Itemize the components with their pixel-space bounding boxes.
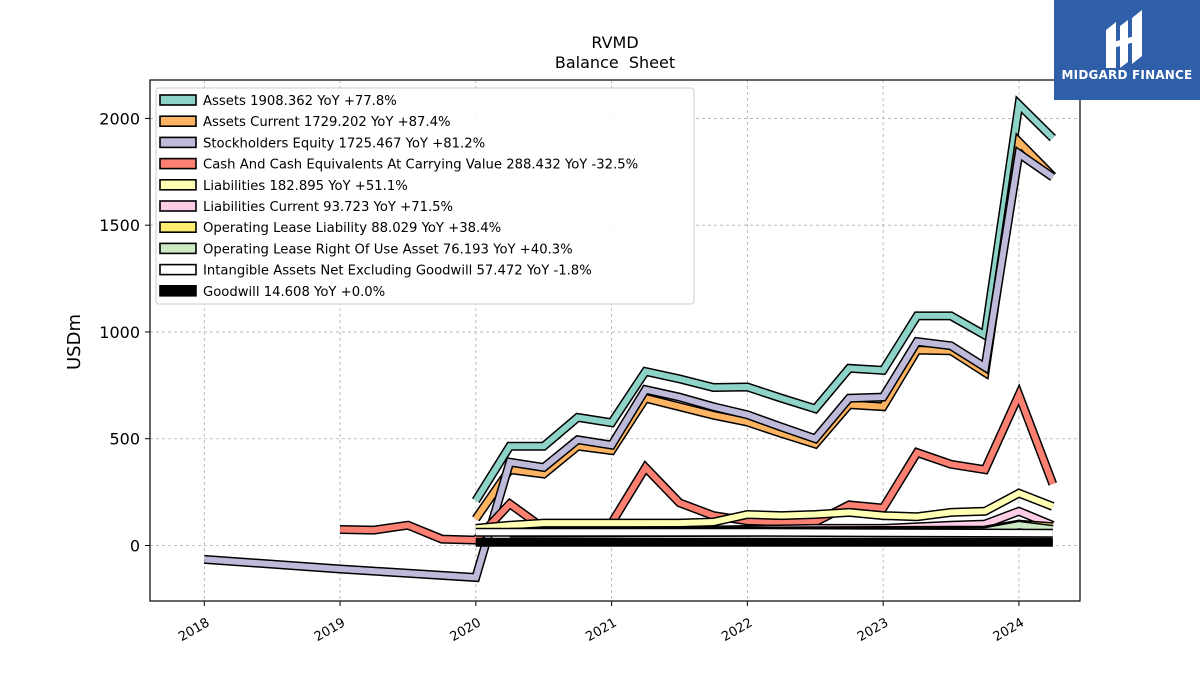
y-tick-label: 0 (130, 536, 140, 555)
legend-label: Stockholders Equity 1725.467 YoY +81.2% (203, 136, 485, 151)
legend-label: Operating Lease Liability 88.029 YoY +38… (203, 221, 501, 236)
series-4 (475, 488, 1055, 533)
chart-title: RVMD (591, 33, 638, 52)
legend-swatch (159, 157, 197, 170)
x-tick-label: 2019 (312, 615, 348, 645)
series-line (340, 387, 1056, 544)
legend-label: Assets 1908.362 YoY +77.8% (203, 94, 397, 109)
legend-swatch (159, 242, 197, 255)
chart-subtitle: Balance Sheet (555, 53, 675, 72)
legend-entry: Assets Current 1729.202 YoY +87.4% (159, 115, 451, 130)
series-line (475, 529, 1053, 537)
series-3 (340, 383, 1058, 545)
legend-entry: Goodwill 14.608 YoY +0.0% (159, 284, 385, 300)
legend-entry: Operating Lease Liability 88.029 YoY +38… (159, 221, 501, 236)
legend-label: Intangible Assets Net Excluding Goodwill… (203, 264, 592, 279)
legend: Assets 1908.362 YoY +77.8% Assets Current… (155, 87, 695, 305)
legend-entry: Liabilities Current 93.723 YoY +71.5% (159, 200, 453, 215)
brand-name: MIDGARD FINANCE (1061, 68, 1193, 82)
legend-label: Cash And Cash Equivalents At Carrying Va… (203, 158, 638, 173)
legend-label: Liabilities Current 93.723 YoY +71.5% (203, 200, 453, 215)
x-tick-label: 2020 (448, 615, 484, 645)
legend-entry: Stockholders Equity 1725.467 YoY +81.2% (159, 136, 485, 151)
x-tick-label: 2018 (176, 615, 212, 645)
legend-label: Operating Lease Right Of Use Asset 76.19… (203, 242, 573, 257)
legend-entry: Assets 1908.362 YoY +77.8% (159, 94, 397, 109)
y-tick-label: 1500 (99, 216, 140, 235)
legend-swatch (159, 200, 197, 212)
plot-frame (149, 79, 1081, 602)
series-0 (471, 95, 1056, 503)
brand-logo: MIDGARD FINANCE (1054, 0, 1200, 100)
x-tick-label: 2022 (719, 615, 755, 645)
series-2 (203, 145, 1056, 583)
x-tick-label: 2024 (991, 615, 1027, 645)
legend-swatch (159, 284, 197, 297)
x-tick-label: 2021 (583, 615, 619, 645)
legend-swatch (159, 221, 197, 233)
legend-label: Goodwill 14.608 YoY +0.0% (203, 285, 385, 300)
legend-box (155, 87, 695, 305)
series-lines (203, 95, 1058, 583)
legend-entry: Intangible Assets Net Excluding Goodwill… (159, 263, 592, 279)
legend-label: Assets Current 1729.202 YoY +87.4% (203, 115, 451, 130)
x-tick-label: 2023 (855, 615, 891, 645)
y-tick-label: 1000 (99, 323, 140, 342)
legend-swatch (159, 136, 197, 149)
series-line (473, 98, 1055, 503)
legend-swatch (159, 179, 197, 191)
series-line (204, 148, 1055, 581)
y-tick-label: 500 (109, 430, 140, 449)
legend-entry: Liabilities 182.895 YoY +51.1% (159, 179, 408, 194)
midgard-logo-icon (1106, 10, 1142, 68)
legend-entry: Operating Lease Right Of Use Asset 76.19… (159, 242, 573, 257)
y-tick-label: 2000 (99, 109, 140, 128)
legend-swatch (159, 94, 197, 106)
legend-entry: Cash And Cash Equivalents At Carrying Va… (159, 157, 638, 173)
series-8 (475, 527, 1053, 538)
legend-swatch (159, 263, 197, 276)
y-axis-label: USDm (64, 314, 85, 370)
legend-swatch (159, 115, 197, 127)
series-line (475, 489, 1054, 532)
legend-label: Liabilities 182.895 YoY +51.1% (203, 179, 408, 194)
